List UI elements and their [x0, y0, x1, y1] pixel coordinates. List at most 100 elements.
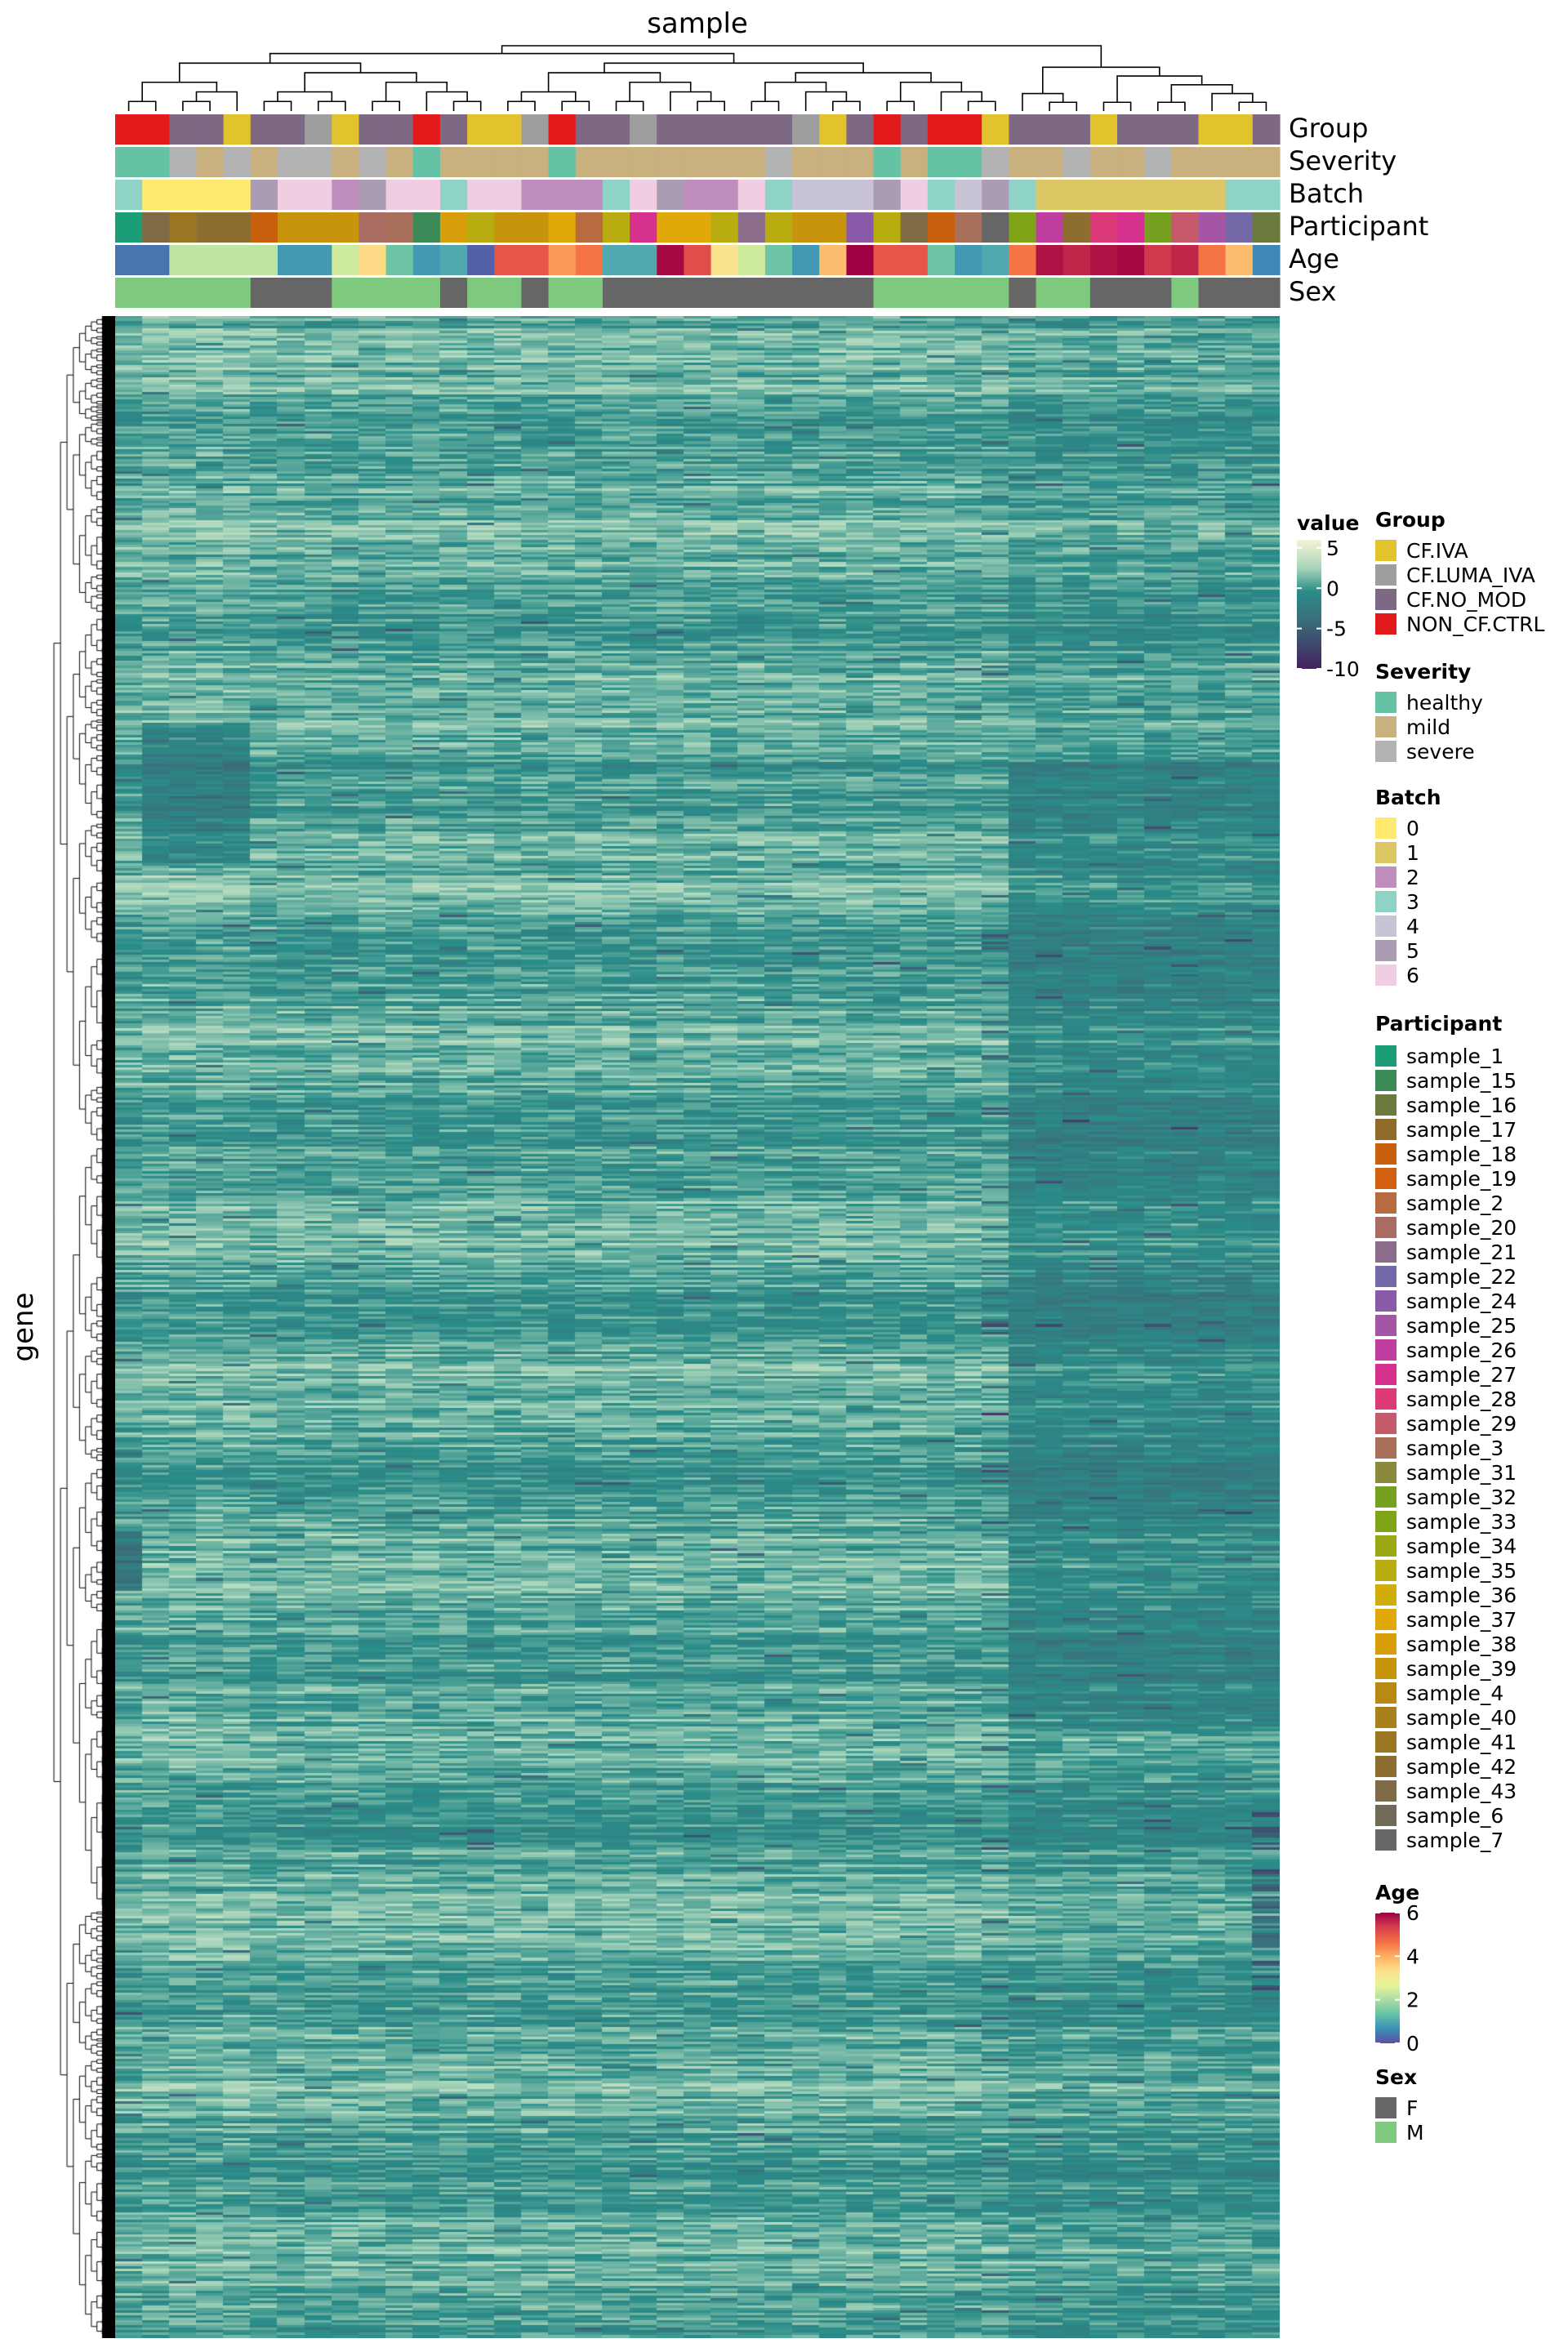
annotation-cell-sex	[359, 278, 387, 308]
annotation-cell-group	[710, 114, 739, 145]
annotation-cell-batch	[1117, 180, 1145, 210]
legend-swatch-participant	[1375, 1168, 1396, 1189]
annotation-cell-age	[494, 245, 523, 275]
annotation-cell-participant	[630, 212, 657, 243]
annotation-cell-severity	[1036, 147, 1064, 177]
legend-label-severity: healthy	[1406, 691, 1483, 715]
annotation-cell-group	[305, 114, 332, 145]
annotation-cell-participant	[142, 212, 170, 243]
legend-swatch-participant	[1375, 1437, 1396, 1459]
annotation-cell-sex	[900, 278, 929, 308]
legend-swatch-sex	[1375, 2122, 1396, 2143]
annotation-cell-age	[196, 245, 225, 275]
annotation-cell-age	[819, 245, 847, 275]
annotation-cell-severity	[1225, 147, 1254, 177]
annotation-cell-participant	[1171, 212, 1200, 243]
annotation-cell-group	[657, 114, 685, 145]
annotation-cell-batch	[792, 180, 820, 210]
annotation-cell-sex	[657, 278, 685, 308]
legend-label-participant: sample_4	[1406, 1682, 1503, 1705]
annotation-cell-participant	[494, 212, 523, 243]
annotation-cell-age	[305, 245, 332, 275]
annotation-cell-severity	[521, 147, 550, 177]
annotation-cell-group	[548, 114, 577, 145]
annotation-cell-group	[764, 114, 793, 145]
annotation-cell-participant	[1089, 212, 1118, 243]
value-tick-label: -10	[1326, 657, 1360, 681]
annotation-cell-batch	[332, 180, 360, 210]
annotation-cell-age	[223, 245, 252, 275]
annotation-cell-batch	[1198, 180, 1227, 210]
annotation-cell-sex	[385, 278, 414, 308]
annotation-label-group: Group	[1289, 113, 1368, 144]
legend-label-group: CF.NO_MOD	[1406, 588, 1526, 612]
annotation-cell-severity	[982, 147, 1009, 177]
annotation-cell-participant	[305, 212, 332, 243]
legend-label-participant: sample_40	[1406, 1706, 1517, 1730]
legend-label-participant: sample_31	[1406, 1461, 1517, 1485]
legend-title-batch: Batch	[1375, 786, 1441, 809]
annotation-cell-age	[277, 245, 305, 275]
legend-title-sex: Sex	[1375, 2065, 1417, 2089]
annotation-cell-group	[1171, 114, 1200, 145]
annotation-cell-age	[1252, 245, 1281, 275]
annotation-cell-severity	[1089, 147, 1118, 177]
legend-swatch-participant	[1375, 1486, 1396, 1508]
annotation-cell-group	[169, 114, 198, 145]
annotation-cell-sex	[196, 278, 225, 308]
annotation-cell-age	[684, 245, 712, 275]
annotation-cell-severity	[277, 147, 305, 177]
annotation-cell-severity	[1117, 147, 1145, 177]
annotation-cell-group	[467, 114, 495, 145]
annotation-cell-participant	[169, 212, 198, 243]
annotation-cell-age	[710, 245, 739, 275]
legend-swatch-participant	[1375, 1560, 1396, 1581]
legend-swatch-batch	[1375, 915, 1396, 937]
annotation-cell-batch	[764, 180, 793, 210]
annotation-cell-severity	[1144, 147, 1172, 177]
annotation-cell-batch	[359, 180, 387, 210]
annotation-cell-age	[737, 245, 766, 275]
legend-label-participant: sample_35	[1406, 1559, 1517, 1583]
annotation-cell-severity	[1252, 147, 1281, 177]
annotation-cell-participant	[548, 212, 577, 243]
age-colorbar	[1375, 1913, 1400, 2043]
annotation-cell-group	[494, 114, 523, 145]
annotation-cell-group	[142, 114, 170, 145]
annotation-cell-age	[1225, 245, 1254, 275]
annotation-cell-batch	[873, 180, 902, 210]
annotation-cell-severity	[412, 147, 441, 177]
annotation-cell-severity	[332, 147, 360, 177]
annotation-label-batch: Batch	[1289, 178, 1364, 209]
annotation-cell-batch	[955, 180, 982, 210]
legend-label-participant: sample_27	[1406, 1363, 1517, 1387]
legend-label-participant: sample_28	[1406, 1388, 1517, 1411]
annotation-cell-severity	[115, 147, 143, 177]
annotation-cell-participant	[521, 212, 550, 243]
annotation-cell-age	[792, 245, 820, 275]
annotation-cell-participant	[1198, 212, 1227, 243]
annotation-cell-age	[548, 245, 577, 275]
legend-swatch-participant	[1375, 1290, 1396, 1312]
annotation-cell-batch	[1036, 180, 1064, 210]
annotation-cell-batch	[439, 180, 468, 210]
annotation-cell-sex	[710, 278, 739, 308]
annotation-cell-severity	[467, 147, 495, 177]
annotation-cell-group	[359, 114, 387, 145]
annotation-cell-participant	[196, 212, 225, 243]
legend-label-participant: sample_41	[1406, 1731, 1517, 1754]
annotation-cell-participant	[332, 212, 360, 243]
annotation-cell-severity	[737, 147, 766, 177]
annotation-cell-group	[819, 114, 847, 145]
legend-title-age: Age	[1375, 1881, 1419, 1904]
annotation-cell-age	[412, 245, 441, 275]
annotation-cell-severity	[169, 147, 198, 177]
annotation-cell-participant	[359, 212, 387, 243]
annotation-cell-age	[359, 245, 387, 275]
legend-label-severity: mild	[1406, 715, 1450, 739]
annotation-cell-batch	[385, 180, 414, 210]
legend-swatch-sex	[1375, 2097, 1396, 2118]
annotation-cell-group	[1036, 114, 1064, 145]
annotation-cell-group	[196, 114, 225, 145]
